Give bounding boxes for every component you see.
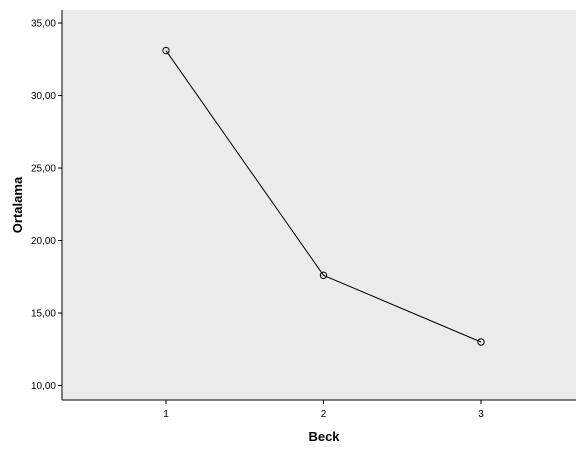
x-tick-label: 3	[478, 409, 484, 420]
x-tick-label: 1	[163, 409, 169, 420]
x-tick-label: 2	[321, 409, 327, 420]
y-tick-label: 30,00	[31, 91, 56, 102]
y-tick-label: 35,00	[31, 19, 56, 30]
y-axis-title: Ortalama	[10, 176, 25, 233]
y-tick-label: 20,00	[31, 236, 56, 247]
data-point	[477, 338, 485, 346]
series-line	[165, 50, 482, 343]
series-group	[162, 46, 485, 346]
data-point	[319, 271, 328, 280]
x-axis-ticks: 1 2 3	[163, 400, 484, 420]
y-tick-label: 10,00	[31, 381, 56, 392]
y-tick-label: 15,00	[31, 309, 56, 320]
y-tick-label: 25,00	[31, 164, 56, 175]
x-axis-title: Beck	[308, 429, 340, 444]
data-point	[162, 46, 170, 55]
plot-area	[62, 10, 576, 400]
y-axis-ticks: 10,00 15,00 20,00 25,00 30,00 35,00	[31, 19, 62, 392]
